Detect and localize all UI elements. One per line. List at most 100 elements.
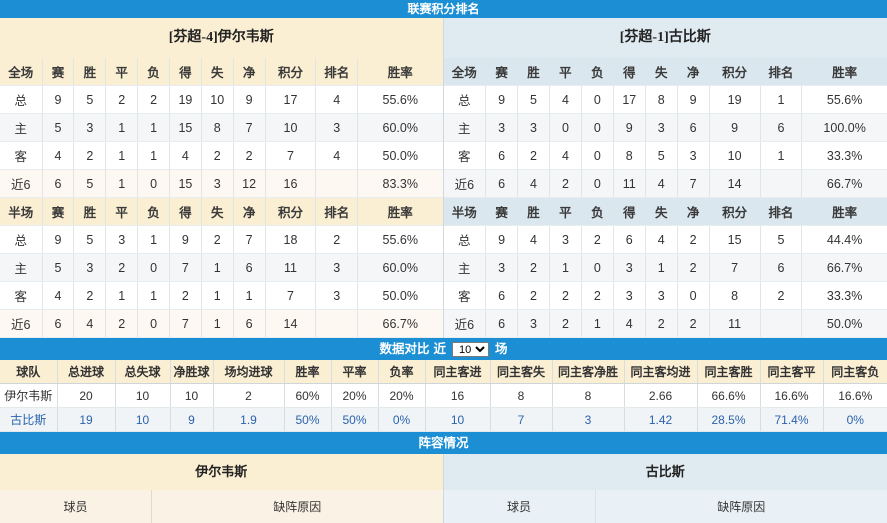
cell-played: 6 bbox=[42, 310, 74, 338]
cell-draw: 2 bbox=[549, 310, 581, 338]
row-label: 客 bbox=[0, 142, 42, 170]
cell-draw: 1 bbox=[106, 142, 138, 170]
cell-points: 10 bbox=[709, 142, 760, 170]
cell-gf: 8 bbox=[613, 142, 645, 170]
table-row: 主 3 2 1 0 3 1 2 7 6 66.7% bbox=[444, 254, 887, 282]
cell-points: 10 bbox=[265, 114, 316, 142]
col-played: 赛 bbox=[42, 58, 74, 86]
cell-win: 2 bbox=[74, 142, 106, 170]
cell-winrate: 83.3% bbox=[358, 170, 443, 198]
col-same-ha-draw: 同主客平 bbox=[760, 360, 823, 384]
table-row: 主 5 3 2 0 7 1 6 11 3 60.0% bbox=[0, 254, 443, 282]
cell-draw: 1 bbox=[106, 282, 138, 310]
cell-played: 6 bbox=[42, 170, 74, 198]
col-loss: 负 bbox=[581, 198, 613, 226]
cell-gf: 19 bbox=[169, 86, 201, 114]
cell-gd: 2 bbox=[233, 142, 265, 170]
cell-gf: 15 bbox=[169, 114, 201, 142]
standings-panel-home: [芬超-4]伊尔韦斯 全场 赛 胜 平 负 得 失 净 积分 排名 胜率 bbox=[0, 18, 444, 338]
cell-gf: 11 bbox=[613, 170, 645, 198]
cell-gd: 2 bbox=[677, 254, 709, 282]
cell-loss: 0 bbox=[138, 254, 170, 282]
cell-played: 6 bbox=[486, 170, 518, 198]
cell-same-ha-loss: 0% bbox=[823, 408, 887, 432]
cell-gd: 1 bbox=[233, 282, 265, 310]
cell-gd: 2 bbox=[677, 310, 709, 338]
cell-winrate: 33.3% bbox=[802, 142, 887, 170]
cell-gf: 15 bbox=[169, 170, 201, 198]
col-scope: 半场 bbox=[444, 198, 486, 226]
lineup-section-title: 阵容情况 bbox=[418, 432, 468, 454]
cell-gf: 4 bbox=[613, 310, 645, 338]
col-draw-rate: 平率 bbox=[331, 360, 378, 384]
col-played: 赛 bbox=[486, 198, 518, 226]
col-win: 胜 bbox=[518, 198, 550, 226]
cell-draw: 3 bbox=[106, 226, 138, 254]
cell-ga: 1 bbox=[645, 254, 677, 282]
cell-points: 16 bbox=[265, 170, 316, 198]
col-absence-reason: 缺阵原因 bbox=[596, 490, 887, 523]
col-rank: 排名 bbox=[316, 58, 358, 86]
cell-gf: 2 bbox=[169, 282, 201, 310]
col-same-ha-diff: 同主客净胜 bbox=[552, 360, 624, 384]
cell-gf: 9 bbox=[169, 226, 201, 254]
table-row: 总 9 4 3 2 6 4 2 15 5 44.4% bbox=[444, 226, 887, 254]
cell-ga: 2 bbox=[201, 226, 233, 254]
col-win: 胜 bbox=[518, 58, 550, 86]
cell-loss: 1 bbox=[138, 142, 170, 170]
col-same-ha-loss: 同主客负 bbox=[823, 360, 887, 384]
col-winrate: 胜率 bbox=[358, 58, 443, 86]
table-row: 客 4 2 1 1 4 2 2 7 4 50.0% bbox=[0, 142, 443, 170]
cell-ga: 3 bbox=[645, 114, 677, 142]
col-player: 球员 bbox=[444, 490, 596, 523]
cell-winrate: 60.0% bbox=[358, 114, 443, 142]
cell-gd: 9 bbox=[233, 86, 265, 114]
cell-points: 11 bbox=[709, 310, 760, 338]
cell-gf: 7 bbox=[169, 310, 201, 338]
cell-goal-diff: 9 bbox=[170, 408, 213, 432]
table-header-row: 全场 赛 胜 平 负 得 失 净 积分 排名 胜率 bbox=[444, 58, 887, 86]
cell-win: 4 bbox=[518, 226, 550, 254]
cell-win: 2 bbox=[518, 142, 550, 170]
cell-same-ha-goals: 16 bbox=[425, 384, 490, 408]
cell-gd: 3 bbox=[677, 142, 709, 170]
cell-played: 6 bbox=[486, 310, 518, 338]
col-scope: 半场 bbox=[0, 198, 42, 226]
row-label: 总 bbox=[444, 226, 486, 254]
cell-win: 4 bbox=[518, 170, 550, 198]
recent-matches-select[interactable]: 61020 bbox=[452, 342, 489, 357]
table-row: 总 9 5 4 0 17 8 9 19 1 55.6% bbox=[444, 86, 887, 114]
cell-loss: 1 bbox=[138, 114, 170, 142]
col-points: 积分 bbox=[709, 58, 760, 86]
col-absence-reason: 缺阵原因 bbox=[152, 490, 443, 523]
compare-prefix-label: 近 bbox=[433, 338, 446, 360]
col-win: 胜 bbox=[74, 58, 106, 86]
cell-win-rate: 50% bbox=[284, 408, 331, 432]
cell-played: 3 bbox=[486, 114, 518, 142]
cell-ga: 2 bbox=[201, 142, 233, 170]
cell-points: 14 bbox=[709, 170, 760, 198]
col-draw: 平 bbox=[106, 198, 138, 226]
row-label: 近6 bbox=[0, 170, 42, 198]
standings-panel-away: [芬超-1]古比斯 全场 赛 胜 平 负 得 失 净 积分 排名 胜率 bbox=[444, 18, 887, 338]
col-draw: 平 bbox=[549, 58, 581, 86]
cell-gd: 7 bbox=[233, 114, 265, 142]
cell-rank: 2 bbox=[316, 226, 358, 254]
cell-loss: 0 bbox=[581, 254, 613, 282]
cell-loss: 0 bbox=[581, 86, 613, 114]
standings-section-bar: 联赛积分排名 bbox=[0, 0, 887, 18]
cell-gd: 0 bbox=[677, 282, 709, 310]
row-label: 客 bbox=[444, 282, 486, 310]
row-label: 主 bbox=[444, 114, 486, 142]
cell-loss: 0 bbox=[138, 310, 170, 338]
cell-gf: 7 bbox=[169, 254, 201, 282]
table-row: 总 9 5 3 1 9 2 7 18 2 55.6% bbox=[0, 226, 443, 254]
cell-total-goals: 20 bbox=[57, 384, 115, 408]
cell-played: 9 bbox=[42, 86, 74, 114]
cell-gd: 12 bbox=[233, 170, 265, 198]
cell-rank: 4 bbox=[316, 142, 358, 170]
cell-winrate: 44.4% bbox=[802, 226, 887, 254]
col-loss-rate: 负率 bbox=[378, 360, 425, 384]
cell-winrate: 66.7% bbox=[358, 310, 443, 338]
standings-panels: [芬超-4]伊尔韦斯 全场 赛 胜 平 负 得 失 净 积分 排名 胜率 bbox=[0, 18, 887, 338]
